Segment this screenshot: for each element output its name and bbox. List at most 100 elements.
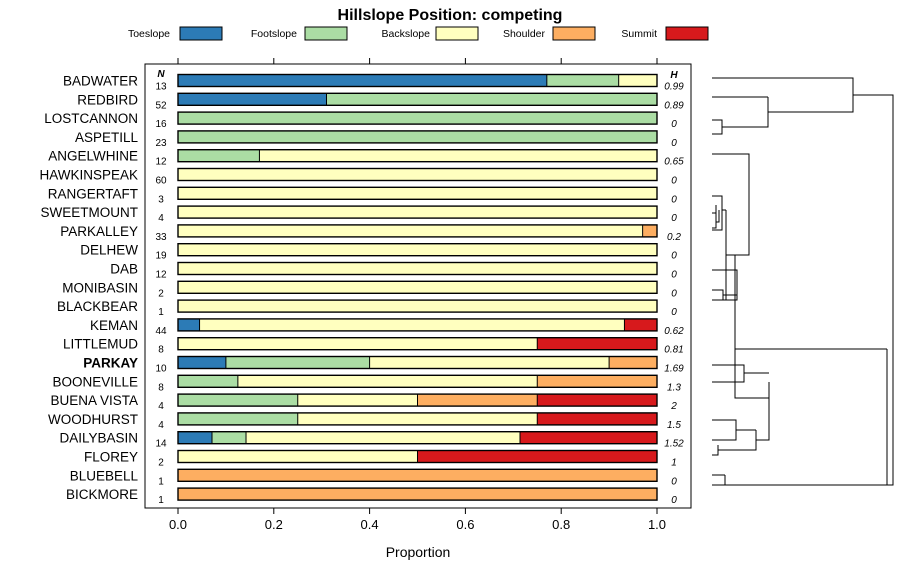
h-value: 1.52 [664,439,684,450]
bar-segment-shoulder [609,356,657,369]
bar-outline [177,130,658,144]
x-tick-label: 0.8 [552,517,570,532]
bar-segment-backslope [237,375,538,388]
n-value: 60 [155,176,167,187]
n-value: 8 [158,382,164,393]
bar-segment-shoulder [178,488,657,501]
category-label: MONIBASIN [62,280,138,295]
bar-segment-backslope [178,337,538,350]
h-value: 2 [670,401,677,412]
legend-swatch-summit [665,26,709,41]
x-tick-label: 0.6 [456,517,474,532]
bar-segment-footslope [326,93,657,106]
x-tick-label: 0.2 [265,517,283,532]
bar-segment-backslope [178,281,657,294]
bar-segment-footslope [178,394,298,407]
h-value: 0 [671,495,677,506]
bar-segment-backslope [297,412,538,425]
bar-segment-shoulder [417,394,538,407]
n-value: 16 [155,119,167,130]
h-value: 0 [671,307,677,318]
x-tick-label: 0.0 [169,517,187,532]
category-label: DAILYBASIN [59,431,138,446]
dendrogram-branch [756,382,770,441]
legend-label-footslope: Footslope [251,28,297,40]
bar-segment-backslope [199,318,625,331]
bar-segment-backslope [178,300,657,313]
category-label: REDBIRD [77,92,138,107]
h-value: 0.2 [667,232,681,243]
bar-segment-backslope [178,450,418,463]
bar-segment-shoulder [642,224,657,237]
bar-segment-footslope [178,149,260,162]
n-value: 19 [155,251,167,262]
chart-title: Hillslope Position: competing [338,7,563,24]
bar-outline [177,224,658,238]
legend-label-backslope: Backslope [382,28,431,40]
bar-segment-footslope [178,375,238,388]
n-value: 1 [158,307,164,318]
n-value: 4 [158,213,164,224]
n-value: 3 [158,194,164,205]
n-value: 4 [158,420,164,431]
bar-segment-summit [417,450,657,463]
legend-label-summit: Summit [621,28,657,40]
legend-swatch-shoulder [552,26,596,41]
category-label: LOSTCANNON [44,111,138,126]
category-label: PARKALLEY [60,224,138,239]
h-header: H [670,70,678,81]
h-value: 0.99 [664,82,684,93]
bar-segment-footslope [212,431,247,444]
bar-segment-footslope [178,130,657,143]
bar-outline [177,261,658,276]
bar-outline [177,487,658,501]
x-tick-label: 1.0 [648,517,666,532]
n-value: 1 [158,476,164,487]
legend-swatch-backslope [435,26,479,41]
dendrogram-branch [712,210,738,301]
bar-segment-footslope [225,356,370,369]
bar-outline [177,92,658,107]
bar-outline [177,148,658,163]
n-value: 13 [155,82,167,93]
legend-label-shoulder: Shoulder [503,28,546,40]
h-value: 1.69 [664,364,684,375]
dendrogram-branch [716,210,720,223]
h-value: 0 [671,138,677,149]
bar-outline [177,280,658,294]
dendrogram-branch [712,364,745,383]
bar-segment-summit [520,431,657,444]
bar-segment-footslope [178,112,657,125]
bar-outline [177,374,658,388]
dendrogram-branch [722,97,769,128]
bar-outline [177,186,658,201]
category-label: HAWKINSPEAK [39,168,138,183]
bar-segment-toeslope [178,318,200,331]
x-axis: 0.0 0.2 0.4 0.6 0.8 1.0 [169,58,666,532]
bar-outline [177,468,658,482]
category-label: ASPETILL [75,130,139,145]
category-label: BOONEVILLE [52,374,138,389]
bar-segment-backslope [618,74,657,87]
h-value: 0 [671,176,677,187]
bar-segment-backslope [178,224,643,237]
h-value: 0.89 [664,100,684,111]
bar-outline [177,73,658,88]
bar-segment-toeslope [178,356,226,369]
h-value: 0 [671,288,677,299]
category-label: BLACKBEAR [57,299,138,314]
x-tick-label: 0.4 [361,517,379,532]
bar-outline [177,167,658,182]
bar-outline [177,318,658,332]
bar-segment-backslope [178,206,657,219]
category-label: LITTLEMUD [63,337,138,352]
category-label: BICKMORE [66,487,138,502]
dendrogram-branch [712,153,750,300]
n-value: 8 [158,345,164,356]
bar-segment-shoulder [537,375,657,388]
n-header: N [157,69,165,80]
bar-outline [177,205,658,219]
category-label: ANGELWHINE [48,149,138,164]
category-label: DAB [110,262,138,277]
dendrogram-branch [853,94,894,486]
